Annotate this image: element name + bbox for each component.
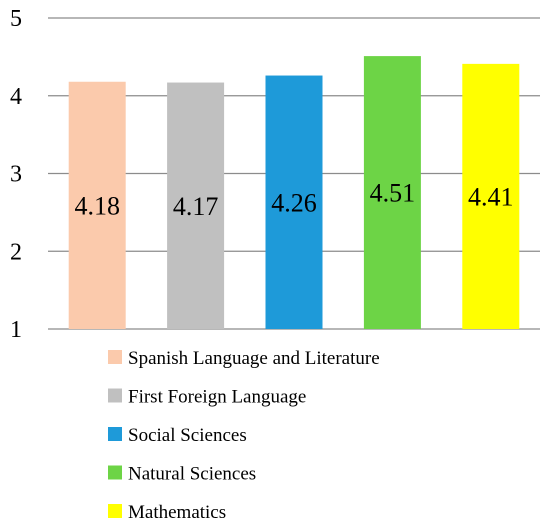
legend-swatch [108, 427, 122, 441]
data-label: 4.41 [468, 182, 514, 211]
legend-label: Natural Sciences [128, 464, 256, 485]
y-tick-label: 4 [10, 84, 22, 110]
y-axis-ticks: 1 2 3 4 5 [10, 6, 22, 343]
legend: Spanish Language and Literature First For… [108, 348, 380, 523]
bar [167, 82, 225, 329]
legend-swatch [108, 350, 122, 364]
data-label: 4.17 [173, 192, 219, 221]
legend-swatch [108, 388, 122, 403]
bar [363, 56, 421, 329]
data-label: 4.26 [271, 188, 317, 217]
bar [68, 81, 126, 329]
legend-label: Mathematics [128, 502, 226, 523]
data-label: 4.51 [370, 179, 416, 208]
legend-label: Social Sciences [128, 425, 247, 446]
y-tick-label: 5 [10, 6, 22, 32]
legend-swatch [108, 465, 122, 480]
bars [68, 56, 520, 330]
y-tick-label: 3 [10, 162, 22, 188]
legend-label: Spanish Language and Literature [128, 348, 380, 369]
legend-label: First Foreign Language [128, 387, 306, 408]
bar [265, 75, 323, 329]
y-tick-label: 1 [10, 317, 22, 343]
data-labels: 4.18 4.17 4.26 4.51 4.41 [74, 179, 513, 221]
y-tick-label: 2 [10, 239, 22, 265]
data-label: 4.18 [74, 191, 120, 220]
bar [462, 63, 520, 330]
legend-swatch [108, 504, 122, 518]
